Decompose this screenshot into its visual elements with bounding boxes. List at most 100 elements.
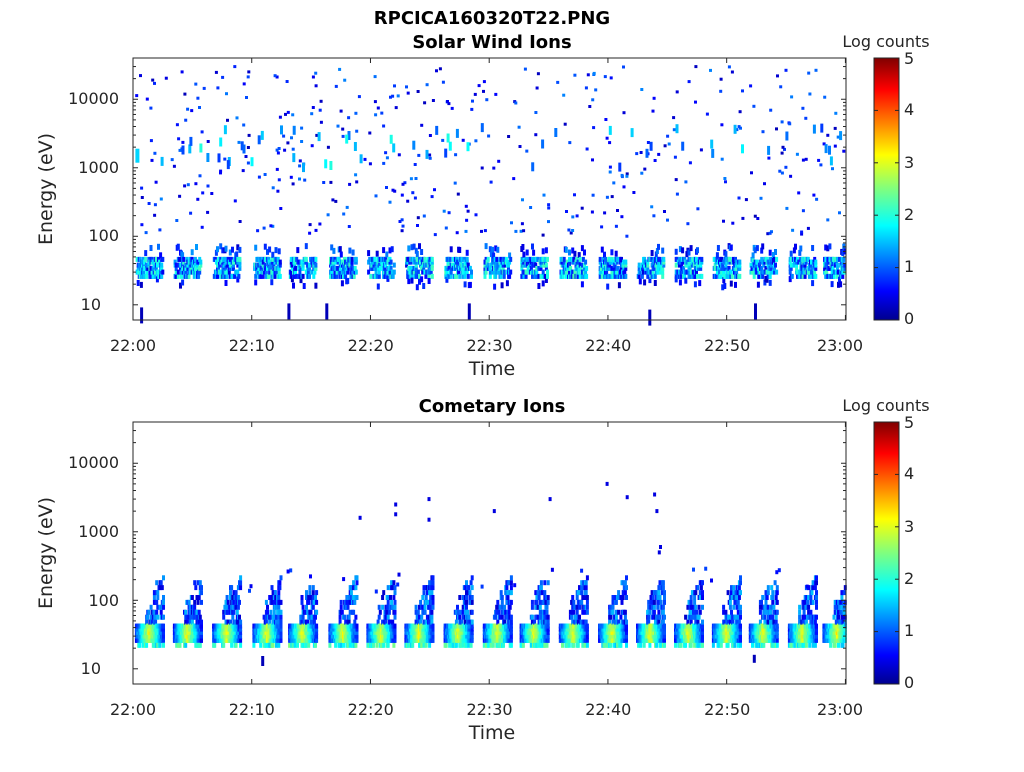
heatmap-cell [389,201,392,204]
heatmap-cell [813,125,816,134]
heatmap-cell [247,70,250,73]
colorbar-tick-label: 0 [904,309,914,328]
heatmap-cell [514,230,517,233]
heatmap-cell [586,610,589,615]
heatmap-cell [802,209,805,212]
heatmap-cell [420,249,423,255]
heatmap-cell [184,643,187,648]
heatmap-cell [348,225,351,228]
heatmap-cell [340,605,343,610]
heatmap-cell [305,590,308,595]
heatmap-cell [540,580,543,585]
heatmap-cell [662,257,665,262]
heatmap-cell [585,86,588,89]
heatmap-cell [196,97,199,100]
heatmap-cell [148,202,151,205]
heatmap-cell [474,139,477,142]
heatmap-cell [834,145,837,148]
heatmap-cell [175,219,178,222]
heatmap-cell [180,274,183,279]
heatmap-cell [603,252,606,258]
heatmap-cell [199,580,202,585]
heatmap-cell [689,161,692,164]
heatmap-cell [522,252,525,258]
heatmap-cell [454,153,457,156]
heatmap-cell [430,615,433,620]
heatmap-cell [179,149,182,152]
heatmap-cell [489,274,492,279]
heatmap-cell [394,638,397,643]
heatmap-cell [390,135,393,144]
heatmap-cell [547,638,550,643]
heatmap-cell [509,270,512,275]
heatmap-cell [193,600,196,605]
heatmap-cell [455,274,458,279]
heatmap-cell [610,249,613,255]
heatmap-cell [162,595,165,600]
heatmap-cell [352,580,355,585]
heatmap-cell [661,248,664,254]
heatmap-cell [356,575,359,580]
heatmap-cell [694,101,697,104]
heatmap-cell [619,615,622,620]
heatmap-cell [508,610,511,615]
heatmap-cell [724,180,727,183]
heatmap-cell [791,274,794,279]
heatmap-cell [573,193,576,196]
heatmap-cell [741,89,744,92]
heatmap-cell [462,139,465,142]
heatmap-cell [210,192,213,195]
heatmap-cell [465,230,468,233]
heatmap-cell [522,643,525,648]
heatmap-cell [648,643,651,648]
heatmap-cell [720,78,723,81]
heatmap-cell [761,274,764,279]
panel-title-cometary: Cometary Ions [419,396,566,417]
heatmap-cell [565,247,568,253]
heatmap-cell [547,595,550,600]
heatmap-cell [239,220,242,223]
heatmap-cell [302,274,305,279]
heatmap-cell [542,234,545,237]
heatmap-cell [778,170,781,173]
heatmap-cell [500,590,503,595]
heatmap-cell [215,71,218,74]
heatmap-cell [615,251,618,257]
heatmap-cell [431,274,434,279]
heatmap-cell [624,610,627,615]
heatmap-cell [405,85,408,88]
heatmap-cell [276,168,279,171]
heatmap-cell [225,280,228,286]
heatmap-cell [480,230,483,233]
heatmap-cell [571,229,574,232]
heatmap-cell [470,270,473,275]
heatmap-cell [474,93,477,96]
heatmap-cell [311,144,314,147]
heatmap-cell [615,615,618,620]
heatmap-cell [150,245,153,251]
heatmap-cell [189,137,192,146]
heatmap-cell [546,274,549,279]
heatmap-cell [354,142,357,151]
heatmap-cell [177,274,180,279]
heatmap-cell [586,638,589,643]
heatmap-cell [604,118,607,121]
heatmap-cell [679,279,682,285]
heatmap-cell [251,157,254,166]
heatmap-cell [277,595,280,600]
heatmap-cell [694,281,697,287]
heatmap-cell [146,98,149,101]
heatmap-cell [457,193,460,196]
heatmap-cell [621,600,624,605]
x-tick-label: 23:00 [817,336,863,355]
heatmap-cell [160,580,163,585]
heatmap-cell [203,87,206,90]
heatmap-cell [310,610,313,615]
heatmap-cell [546,605,549,610]
heatmap-cell [458,615,461,620]
heatmap-cell [191,249,194,255]
heatmap-cell [638,274,641,279]
colorbar-label: Log counts [842,32,929,51]
heatmap-cell [207,185,210,188]
heatmap-cell [483,80,486,83]
